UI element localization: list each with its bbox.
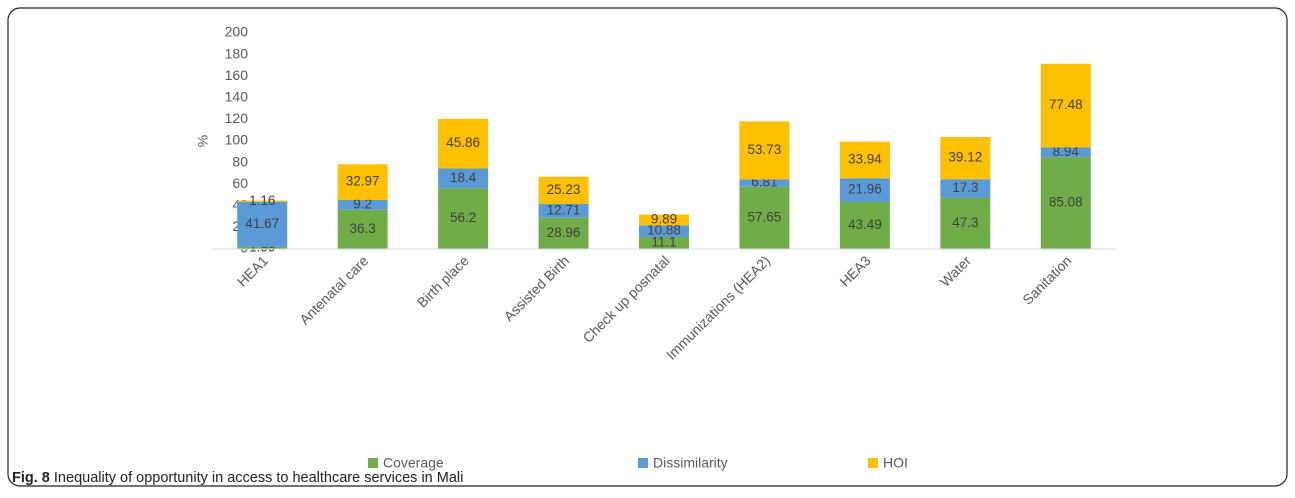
data-label: 18.4 bbox=[450, 170, 477, 185]
bar-segment bbox=[538, 203, 589, 218]
bar-segment bbox=[538, 217, 589, 249]
data-label: 10.88 bbox=[647, 223, 681, 238]
bar-segment bbox=[839, 178, 890, 203]
bar-segment bbox=[839, 141, 890, 179]
bar-segment bbox=[1040, 147, 1091, 158]
y-tick-label: 120 bbox=[225, 110, 249, 126]
data-label: 47.3 bbox=[952, 215, 978, 230]
y-tick-label: 140 bbox=[225, 89, 249, 105]
y-tick-label: 80 bbox=[232, 153, 248, 169]
bar-segment bbox=[940, 136, 991, 180]
data-label: 8.94 bbox=[1053, 144, 1080, 159]
data-label: 21.96 bbox=[848, 182, 882, 197]
bar-segment bbox=[940, 179, 991, 198]
bar-segment bbox=[237, 200, 288, 202]
legend-swatch bbox=[868, 458, 878, 468]
legend-label: HOI bbox=[883, 455, 908, 471]
data-label: 25.23 bbox=[547, 182, 581, 197]
data-label: 36.3 bbox=[350, 221, 376, 236]
caption: Fig. 8 Inequality of opportunity in acce… bbox=[12, 470, 463, 486]
data-label: 43.49 bbox=[848, 217, 882, 232]
bar-segment bbox=[1040, 63, 1091, 148]
bar-segment bbox=[639, 225, 689, 238]
bar-segment bbox=[739, 186, 790, 249]
data-label: 45.86 bbox=[446, 135, 480, 150]
data-label: 1.16 bbox=[249, 193, 275, 208]
x-tick-label: HEA3 bbox=[836, 252, 873, 289]
x-tick-label: Sanitation bbox=[1019, 252, 1074, 307]
bar-segment bbox=[337, 209, 388, 249]
bar-segment bbox=[739, 121, 790, 180]
bar-segment bbox=[639, 237, 689, 249]
bar-segment bbox=[839, 202, 890, 249]
bar-segment bbox=[438, 118, 489, 169]
data-label: 85.08 bbox=[1049, 195, 1083, 210]
caption-text: Inequality of opportunity in access to h… bbox=[54, 470, 463, 486]
caption-label: Fig. 8 bbox=[12, 470, 50, 486]
y-tick-label: 60 bbox=[232, 175, 248, 191]
legend-label: Dissimilarity bbox=[653, 455, 728, 471]
data-label: 53.73 bbox=[748, 142, 782, 157]
data-label: 57.65 bbox=[748, 209, 782, 224]
data-label: 41.67 bbox=[245, 216, 279, 231]
bar-segment bbox=[940, 197, 991, 249]
y-tick-label: 160 bbox=[225, 67, 249, 83]
x-tick-label: HEA1 bbox=[234, 252, 271, 289]
data-label: 12.71 bbox=[547, 202, 581, 217]
data-label: 9.2 bbox=[353, 196, 372, 211]
bar-segment bbox=[237, 201, 288, 247]
frame bbox=[7, 7, 1288, 487]
legend-label: Coverage bbox=[383, 455, 444, 471]
bar-segment bbox=[739, 179, 790, 187]
x-tick-label: Water bbox=[937, 252, 975, 290]
data-label: 39.12 bbox=[948, 150, 982, 165]
x-tick-label: Check up posnatal bbox=[579, 252, 672, 345]
bar-segment bbox=[538, 176, 589, 204]
bar-segment bbox=[237, 246, 288, 249]
data-label: 11.1 bbox=[651, 235, 676, 250]
bar-segment bbox=[438, 188, 489, 249]
data-label: 28.96 bbox=[547, 225, 581, 240]
bar-segment bbox=[1040, 157, 1091, 249]
bar-segment bbox=[337, 164, 388, 200]
data-label: 56.2 bbox=[450, 210, 476, 225]
legend-swatch bbox=[368, 458, 378, 468]
data-label: 77.48 bbox=[1049, 97, 1083, 112]
y-tick-label: 200 bbox=[225, 24, 249, 40]
y-axis-label: % bbox=[195, 135, 211, 147]
bar-segment bbox=[337, 199, 388, 210]
y-tick-label: 180 bbox=[225, 45, 249, 61]
data-label: 17.3 bbox=[952, 180, 978, 195]
bar-segment bbox=[639, 214, 689, 226]
data-label: 33.94 bbox=[848, 152, 882, 167]
y-tick-label: 100 bbox=[225, 132, 249, 148]
data-label: 32.97 bbox=[346, 174, 380, 189]
data-label: 9.89 bbox=[651, 211, 677, 226]
x-tick-label: Antenatal care bbox=[296, 252, 371, 327]
bar-segment bbox=[438, 168, 489, 189]
x-tick-label: Immunizations (HEA2) bbox=[663, 252, 773, 362]
x-tick-label: Assisted Birth bbox=[500, 252, 572, 324]
x-tick-label: Birth place bbox=[414, 252, 472, 310]
legend-swatch bbox=[638, 458, 648, 468]
